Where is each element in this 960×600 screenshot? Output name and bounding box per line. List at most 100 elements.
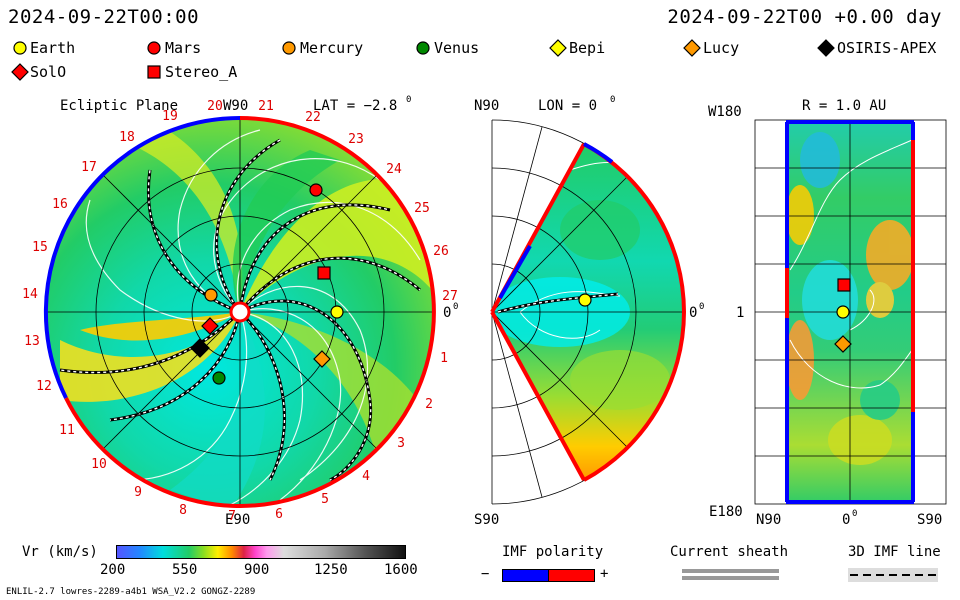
meridional-plane-panel: N90 S90 0 0 LON = 0 0 bbox=[474, 95, 704, 528]
sun-icon bbox=[229, 301, 251, 323]
svg-text:25: 25 bbox=[414, 201, 430, 216]
svg-text:19: 19 bbox=[162, 109, 178, 124]
svg-text:11: 11 bbox=[59, 423, 75, 438]
svg-text:21: 21 bbox=[258, 99, 274, 114]
footer-model-info: ENLIL-2.7 lowres-2289-a4b1 WSA_V2.2 GONG… bbox=[6, 587, 256, 597]
svg-text:20: 20 bbox=[207, 99, 223, 114]
mars-marker-icon bbox=[147, 41, 161, 55]
svg-text:26: 26 bbox=[433, 244, 449, 259]
datetime-left: 2024-09-22T00:00 bbox=[8, 6, 200, 28]
svg-text:14: 14 bbox=[22, 287, 38, 302]
polarity-rim-negative bbox=[43, 116, 241, 399]
colorbar-gradient bbox=[116, 545, 406, 559]
svg-text:1: 1 bbox=[440, 351, 448, 366]
synoptic-map-panel: W180 E180 R = 1.0 AU 1 N90 0 0 S90 bbox=[708, 98, 947, 528]
svg-text:13: 13 bbox=[24, 334, 40, 349]
svg-text:6: 6 bbox=[275, 507, 283, 522]
svg-text:23: 23 bbox=[348, 132, 364, 147]
legend-label: Venus bbox=[434, 39, 479, 57]
stereo-a-marker bbox=[317, 266, 331, 280]
map-x-mid: 0 bbox=[842, 512, 850, 528]
current-sheath-swatch bbox=[682, 569, 779, 573]
degree-sign: 0 bbox=[406, 95, 411, 105]
svg-text:22: 22 bbox=[305, 110, 321, 125]
ecliptic-plane-panel: Ecliptic Plane W90 E90 0 0 LAT = −2.8 0 … bbox=[22, 95, 458, 528]
legend-label: Stereo_A bbox=[165, 63, 237, 81]
colorbar-tick: 1250 bbox=[314, 562, 348, 578]
imf-line-swatch bbox=[848, 568, 938, 582]
colorbar-tick: 200 bbox=[100, 562, 126, 578]
legend-label: SolO bbox=[30, 63, 66, 81]
legend-item-bepi: Bepi bbox=[549, 39, 605, 57]
svg-text:17: 17 bbox=[81, 160, 97, 175]
svg-text:8: 8 bbox=[179, 503, 187, 518]
earth-marker bbox=[330, 305, 344, 319]
meridional-right-label: 0 bbox=[689, 305, 697, 321]
ecliptic-title: Ecliptic Plane bbox=[60, 98, 178, 114]
imf-line-label: 3D IMF line bbox=[848, 544, 941, 560]
solo-marker-icon bbox=[11, 63, 29, 81]
imf-lines bbox=[59, 138, 421, 482]
imf-polarity-label: IMF polarity bbox=[502, 544, 604, 560]
ecliptic-bottom-label: E90 bbox=[225, 512, 250, 528]
meridional-imf-line bbox=[497, 292, 619, 314]
map-bottom-label: E180 bbox=[709, 504, 743, 520]
legend-item-osiris-apex: OSIRIS-APEX bbox=[817, 39, 936, 57]
imf-positive-swatch bbox=[548, 569, 595, 582]
map-x-left: N90 bbox=[756, 512, 781, 528]
stereo-a-marker bbox=[837, 278, 851, 292]
imf-plus-sign: + bbox=[600, 566, 609, 582]
venus-marker bbox=[212, 371, 226, 385]
svg-text:16: 16 bbox=[52, 197, 68, 212]
map-x-right: S90 bbox=[917, 512, 942, 528]
osiris-apex-marker bbox=[190, 338, 210, 358]
imf-minus-sign: − bbox=[481, 566, 490, 582]
earth-marker bbox=[836, 305, 850, 319]
lon-label: LON = 0 bbox=[538, 98, 597, 114]
svg-text:15: 15 bbox=[32, 240, 48, 255]
legend-label: Mars bbox=[165, 39, 201, 57]
degree-sign: 0 bbox=[699, 302, 704, 312]
object-legend: Earth Mars Mercury Venus Bepi Lucy OSIRI… bbox=[11, 39, 936, 81]
solar-wind-streams bbox=[46, 118, 434, 506]
earth-marker bbox=[578, 293, 592, 307]
svg-text:10: 10 bbox=[91, 457, 107, 472]
mars-marker bbox=[309, 183, 323, 197]
legend-item-mars: Mars bbox=[147, 39, 201, 57]
lat-label: LAT = −2.8 bbox=[313, 98, 397, 114]
svg-text:18: 18 bbox=[119, 130, 135, 145]
colorbar-tick: 900 bbox=[244, 562, 270, 578]
polarity-rim-positive bbox=[64, 116, 436, 508]
legend-label: Mercury bbox=[300, 39, 363, 57]
svg-text:4: 4 bbox=[362, 469, 370, 484]
legend-item-earth: Earth bbox=[13, 39, 75, 57]
ecliptic-top-label: W90 bbox=[223, 98, 248, 114]
legend-item-venus: Venus bbox=[416, 39, 479, 57]
legend-label: Lucy bbox=[703, 39, 739, 57]
svg-text:27: 27 bbox=[442, 289, 458, 304]
mercury-marker bbox=[204, 288, 218, 302]
svg-text:12: 12 bbox=[36, 379, 52, 394]
map-top-label: W180 bbox=[708, 104, 742, 120]
meridional-bottom-label: S90 bbox=[474, 512, 499, 528]
osiris-apex-marker-icon bbox=[817, 39, 835, 57]
imf-negative-swatch bbox=[502, 569, 550, 582]
legend-label: OSIRIS-APEX bbox=[837, 39, 936, 57]
stereo-a-marker-icon bbox=[147, 65, 161, 79]
carrington-ticks: 1 2 3 4 5 6 7 8 9 10 11 12 13 14 15 16 1… bbox=[22, 99, 458, 524]
legend-item-stereo-a: Stereo_A bbox=[147, 63, 237, 81]
colorbar-tick: 1600 bbox=[384, 562, 418, 578]
r-label: R = 1.0 AU bbox=[802, 98, 886, 114]
mercury-marker-icon bbox=[282, 41, 296, 55]
ecliptic-right-label: 0 bbox=[443, 305, 451, 321]
svg-text:7: 7 bbox=[228, 509, 236, 524]
degree-sign: 0 bbox=[453, 302, 458, 312]
current-sheath-label: Current sheath bbox=[670, 544, 789, 560]
datetime-right: 2024-09-22T00 +0.00 day bbox=[667, 6, 942, 28]
diagram-area: Ecliptic Plane W90 E90 0 0 LAT = −2.8 0 … bbox=[22, 95, 947, 528]
current-sheath-swatch bbox=[682, 576, 779, 580]
colorbar-tick: 550 bbox=[172, 562, 198, 578]
degree-sign: 0 bbox=[610, 95, 615, 105]
lucy-marker bbox=[313, 350, 331, 368]
venus-marker-icon bbox=[416, 41, 430, 55]
